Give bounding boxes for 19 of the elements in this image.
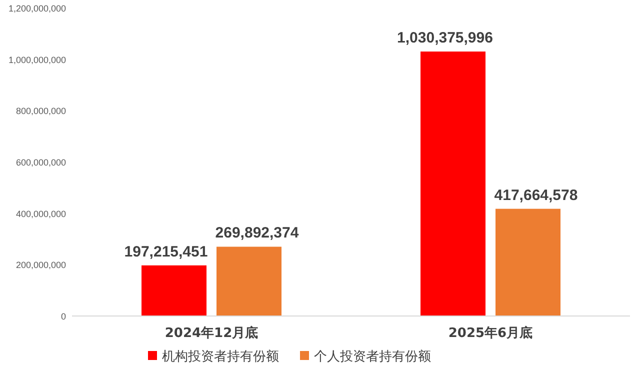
data-label: 417,664,578 [494, 186, 578, 204]
bar [420, 52, 486, 316]
y-tick-label: 1,000,000,000 [8, 54, 66, 65]
x-tick-label: 2024年12月底 [164, 325, 258, 341]
y-tick-label: 400,000,000 [16, 208, 66, 219]
data-label: 269,892,374 [215, 224, 300, 242]
bar [216, 246, 282, 316]
legend-label: 机构投资者持有份额 [162, 350, 279, 364]
y-tick-label: 800,000,000 [16, 106, 66, 116]
data-label: 1,030,375,996 [397, 30, 493, 47]
data-label: 197,215,451 [124, 243, 208, 260]
y-tick-label: 1,200,000,000 [8, 4, 66, 14]
y-tick-label: 0 [60, 312, 66, 322]
legend-label: 个人投资者持有份额 [314, 350, 431, 364]
bar [496, 208, 560, 316]
y-tick-label: 600,000,000 [16, 158, 66, 168]
y-tick-label: 200,000,000 [16, 260, 66, 270]
bar [142, 265, 206, 316]
x-tick-label: 2025年6月底 [448, 325, 533, 341]
